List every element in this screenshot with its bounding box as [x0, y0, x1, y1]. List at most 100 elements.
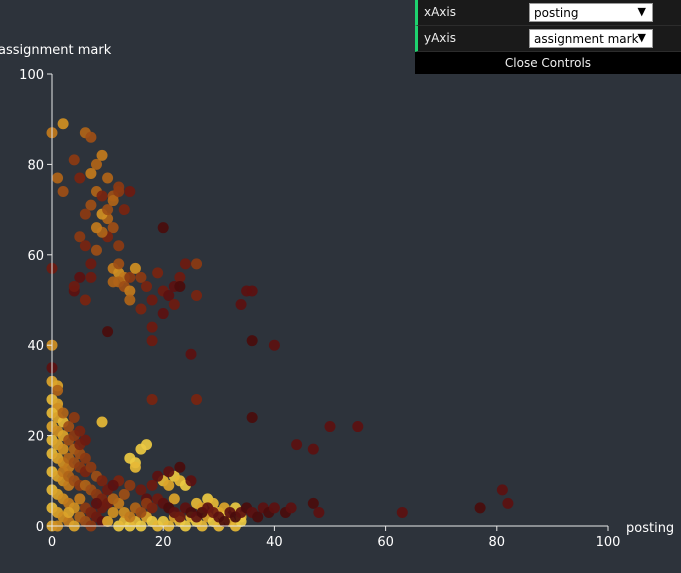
data-point — [57, 186, 69, 198]
x-tick-label: 20 — [155, 535, 172, 550]
data-point — [118, 488, 130, 500]
data-point — [96, 149, 108, 161]
data-point — [85, 258, 97, 270]
data-point — [79, 294, 91, 306]
data-point — [68, 154, 80, 166]
data-point — [146, 294, 158, 306]
yaxis-select-value: assignment mark — [534, 32, 639, 46]
data-point — [268, 502, 280, 514]
xaxis-select[interactable]: posting ▼ — [529, 3, 653, 22]
data-point — [168, 299, 180, 311]
close-controls-button[interactable]: Close Controls — [415, 52, 681, 74]
data-point — [174, 511, 186, 523]
data-point — [113, 240, 125, 252]
y-axis-ticks: 0 20 40 60 80 100 — [19, 68, 52, 535]
data-point — [146, 502, 158, 514]
data-point — [85, 167, 97, 179]
data-point — [141, 280, 153, 292]
data-point — [74, 172, 86, 184]
data-point — [79, 240, 91, 252]
data-point — [218, 515, 230, 527]
data-point — [74, 231, 86, 243]
y-tick-label: 40 — [27, 339, 44, 354]
data-point — [174, 271, 186, 283]
data-point — [90, 158, 102, 170]
data-point — [496, 484, 508, 496]
data-point — [307, 497, 319, 509]
xaxis-select-value: posting — [534, 6, 579, 20]
data-point — [124, 511, 136, 523]
data-point — [235, 299, 247, 311]
data-point — [246, 335, 258, 347]
data-point — [96, 190, 108, 202]
data-point — [135, 271, 147, 283]
data-point — [118, 204, 130, 216]
data-point — [168, 493, 180, 505]
data-point — [185, 348, 197, 360]
data-point — [502, 497, 514, 509]
data-point — [352, 421, 364, 433]
data-point — [96, 475, 108, 487]
data-point — [63, 506, 75, 518]
data-point — [141, 439, 153, 451]
data-point — [179, 258, 191, 270]
data-point — [102, 326, 114, 338]
data-point — [90, 497, 102, 509]
data-point — [324, 421, 336, 433]
controls-panel: xAxis posting ▼ yAxis assignment mark ▼ … — [415, 0, 681, 74]
data-point — [107, 276, 119, 288]
y-tick-label: 100 — [19, 68, 44, 83]
x-tick-label: 0 — [48, 535, 56, 550]
yaxis-control-row: yAxis assignment mark ▼ — [415, 26, 681, 52]
y-tick-label: 0 — [36, 520, 44, 535]
data-point — [124, 294, 136, 306]
data-point — [285, 502, 297, 514]
data-point — [102, 204, 114, 216]
data-point — [124, 479, 136, 491]
data-point — [135, 303, 147, 315]
xaxis-control-label: xAxis — [424, 5, 456, 19]
x-tick-label: 100 — [596, 535, 621, 550]
y-axis-label: assignment mark — [0, 43, 112, 58]
data-point — [163, 466, 175, 478]
data-point — [107, 506, 119, 518]
data-point — [146, 321, 158, 333]
dropdown-caret-icon: ▼ — [637, 31, 646, 44]
axes-layer: 0 20 40 60 80 100 0 20 40 60 80 100 assignment mar… — [0, 43, 674, 550]
data-point — [52, 384, 64, 396]
data-point — [85, 461, 97, 473]
data-point — [174, 461, 186, 473]
data-point — [74, 271, 86, 283]
data-point — [152, 470, 164, 482]
data-point — [90, 244, 102, 256]
data-point — [113, 186, 125, 198]
data-point — [113, 258, 125, 270]
data-point — [90, 222, 102, 234]
data-point — [396, 506, 408, 518]
yaxis-select[interactable]: assignment mark ▼ — [529, 29, 653, 48]
x-axis-ticks: 0 20 40 60 80 100 — [48, 526, 621, 550]
data-point — [146, 479, 158, 491]
data-point — [129, 461, 141, 473]
data-point — [146, 393, 158, 405]
x-axis-label: posting — [626, 521, 674, 536]
data-point — [96, 416, 108, 428]
data-point — [291, 439, 303, 451]
data-point — [191, 393, 203, 405]
data-point — [124, 271, 136, 283]
y-tick-label: 20 — [27, 430, 44, 445]
y-tick-label: 60 — [27, 249, 44, 264]
yaxis-control-label: yAxis — [424, 31, 456, 45]
data-point — [57, 407, 69, 419]
data-point — [57, 443, 69, 455]
data-point — [163, 289, 175, 301]
data-point — [157, 308, 169, 320]
data-point — [85, 131, 97, 143]
data-point — [246, 285, 258, 297]
data-point — [107, 222, 119, 234]
data-point — [107, 479, 119, 491]
data-point — [79, 434, 91, 446]
data-point — [107, 493, 119, 505]
